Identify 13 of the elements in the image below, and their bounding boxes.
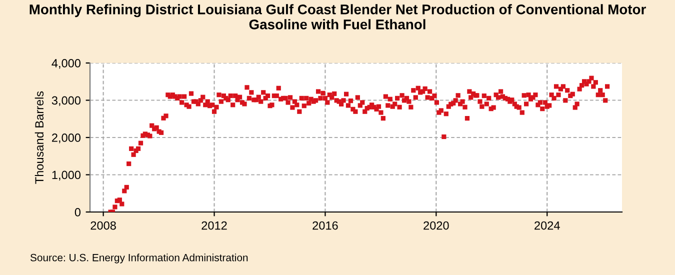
x-tick-label: 2008 — [90, 221, 116, 230]
y-tick-label: 4,000 — [52, 59, 81, 69]
y-tick-label: 1,000 — [52, 170, 81, 181]
y-axis-title: Thousand Barrels — [34, 91, 44, 184]
x-tick-label: 2024 — [534, 221, 560, 230]
x-tick-label: 2012 — [202, 221, 227, 230]
source-note: Source: U.S. Energy Information Administration — [30, 254, 248, 264]
y-tick-label: 0 — [74, 208, 81, 216]
x-tick-label: 2020 — [424, 221, 449, 230]
x-tick-label: 2016 — [312, 221, 338, 230]
chart-title: Monthly Refining District Louisiana Gulf Coast Blender Net Production of Conventional Motor Gasoline with Fuel Ethanol — [30, 4, 646, 30]
y-tick-label: 2,000 — [52, 134, 81, 144]
y-tick-label: 3,000 — [52, 96, 81, 106]
